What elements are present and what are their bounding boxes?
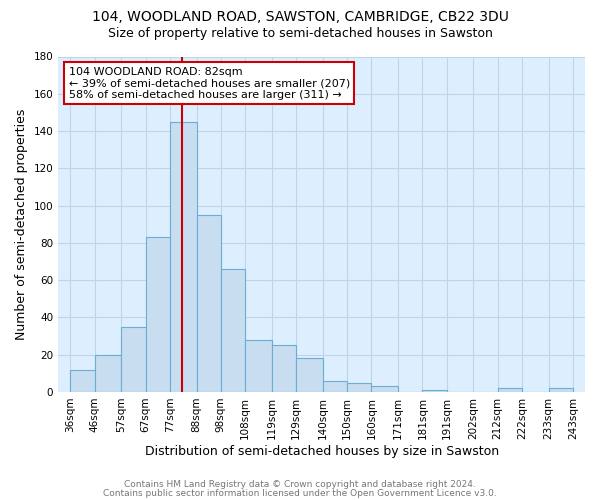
- Text: Size of property relative to semi-detached houses in Sawston: Size of property relative to semi-detach…: [107, 28, 493, 40]
- Bar: [371, 386, 398, 392]
- Bar: [548, 388, 573, 392]
- Bar: [497, 388, 522, 392]
- Bar: [170, 122, 197, 392]
- Bar: [323, 381, 347, 392]
- Bar: [221, 269, 245, 392]
- Bar: [272, 346, 296, 392]
- Bar: [422, 390, 446, 392]
- Bar: [146, 238, 170, 392]
- Text: 104, WOODLAND ROAD, SAWSTON, CAMBRIDGE, CB22 3DU: 104, WOODLAND ROAD, SAWSTON, CAMBRIDGE, …: [92, 10, 508, 24]
- Bar: [296, 358, 323, 392]
- Y-axis label: Number of semi-detached properties: Number of semi-detached properties: [15, 108, 28, 340]
- Bar: [347, 382, 371, 392]
- Bar: [95, 354, 121, 392]
- Bar: [245, 340, 272, 392]
- Text: Contains public sector information licensed under the Open Government Licence v3: Contains public sector information licen…: [103, 489, 497, 498]
- Bar: [70, 370, 95, 392]
- Bar: [197, 215, 221, 392]
- Text: 104 WOODLAND ROAD: 82sqm
← 39% of semi-detached houses are smaller (207)
58% of : 104 WOODLAND ROAD: 82sqm ← 39% of semi-d…: [69, 66, 350, 100]
- X-axis label: Distribution of semi-detached houses by size in Sawston: Distribution of semi-detached houses by …: [145, 444, 499, 458]
- Text: Contains HM Land Registry data © Crown copyright and database right 2024.: Contains HM Land Registry data © Crown c…: [124, 480, 476, 489]
- Bar: [121, 326, 146, 392]
